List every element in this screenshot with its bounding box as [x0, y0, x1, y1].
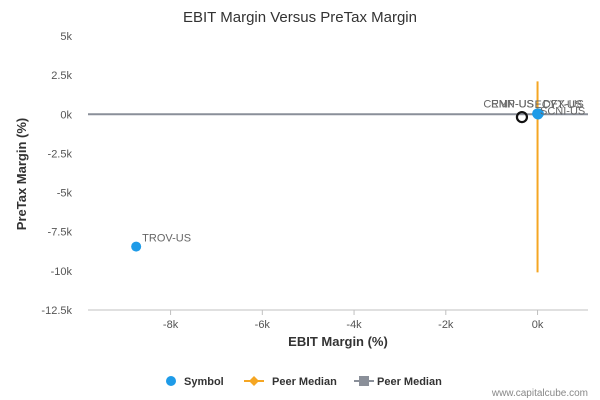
- legend-item-symbol[interactable]: Symbol: [166, 376, 224, 388]
- x-tick-label: -8k: [163, 319, 179, 331]
- legend-peer-median-diamond: [249, 376, 259, 386]
- x-tick-label: -6k: [255, 319, 271, 331]
- legend-item-peer-median-ebit[interactable]: Peer Median: [244, 376, 337, 388]
- point-label: ECYT-US: [534, 99, 582, 111]
- credit-text: www.capitalcube.com: [491, 388, 588, 399]
- scatter-point[interactable]: [533, 109, 543, 120]
- x-tick-label: 0k: [532, 319, 544, 331]
- point-label: SCNI-US: [540, 106, 585, 118]
- y-tick-labels: 5k 2.5k 0k -2.5k -5k -7.5k -10k -12.5k: [41, 31, 72, 317]
- chart-title: EBIT Margin Versus PreTax Margin: [183, 9, 417, 26]
- legend-peer-median-label-2: Peer Median: [377, 376, 442, 388]
- point-label: DFX-US: [543, 99, 584, 111]
- y-tick-label: 5k: [60, 31, 72, 43]
- legend-item-peer-median-pretax[interactable]: Peer Median: [354, 376, 442, 388]
- legend-peer-median-label: Peer Median: [272, 376, 337, 388]
- legend-symbol-marker: [166, 376, 176, 386]
- y-tick-label: -10k: [51, 266, 73, 278]
- y-tick-label: 0k: [60, 109, 72, 121]
- point-label: RNN-US: [491, 98, 534, 110]
- point-label: TROV-US: [142, 233, 191, 245]
- legend[interactable]: Symbol Peer Median Peer Median: [166, 376, 442, 388]
- y-tick-label: -2.5k: [48, 148, 73, 160]
- scatter-point[interactable]: [131, 241, 142, 252]
- y-tick-label: -7.5k: [48, 227, 73, 239]
- x-tick-label: -4k: [346, 319, 362, 331]
- y-tick-label: -5k: [57, 188, 73, 200]
- y-tick-label: 2.5k: [51, 70, 72, 82]
- x-axis-title: EBIT Margin (%): [288, 334, 388, 349]
- y-axis-title: PreTax Margin (%): [14, 118, 29, 230]
- legend-symbol-label: Symbol: [184, 376, 224, 388]
- point-label: CEMP-US: [483, 99, 534, 111]
- x-tick-label: -2k: [438, 319, 454, 331]
- legend-peer-median-square: [359, 376, 369, 386]
- highlight-point: [515, 111, 529, 124]
- y-tick-label: -12.5k: [41, 305, 72, 317]
- x-tick-labels: -8k -6k -4k -2k 0k: [163, 310, 544, 331]
